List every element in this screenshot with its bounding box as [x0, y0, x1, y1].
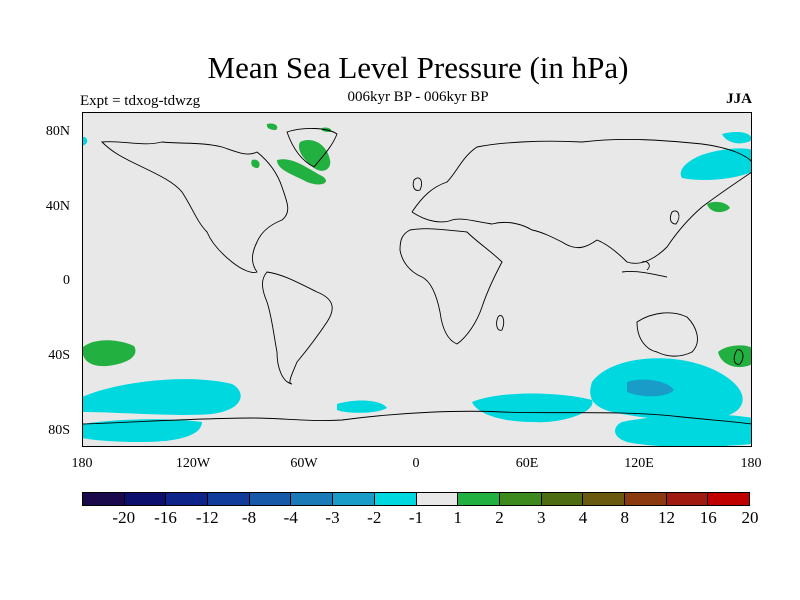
colorbar-swatch [541, 493, 584, 505]
lon-label-180e: 180 [740, 456, 762, 471]
coast-madagascar [496, 315, 505, 331]
colorbar-swatch [166, 493, 209, 505]
colorbar-swatch [416, 493, 459, 505]
colorbar-label: 3 [537, 508, 546, 527]
lon-label-120e: 120E [624, 456, 654, 471]
colorbar-label: 1 [453, 508, 463, 527]
coast-japan [669, 210, 680, 225]
colorbar-label: 2 [495, 508, 504, 527]
lon-label-180w: 180 [71, 456, 93, 471]
patch-south-pacific [82, 379, 241, 415]
map-frame [82, 112, 752, 447]
positive-anomaly-patches [82, 123, 752, 368]
patch-south-indian [472, 393, 593, 423]
coast-uk [412, 177, 423, 191]
colorbar-swatch [499, 493, 542, 505]
coast-south-america [262, 271, 333, 385]
season-label: JJA [726, 91, 752, 107]
colorbar-label: -12 [195, 508, 219, 527]
lon-label-0: 0 [412, 456, 420, 471]
colorbar-swatch [333, 493, 375, 505]
patch-southern-120e-core [627, 379, 674, 397]
patch-greenland [298, 140, 331, 171]
coast-antarctica [82, 410, 752, 425]
colorbar-swatch [83, 493, 125, 505]
coast-greenland [286, 128, 338, 168]
experiment-label: Expt = tdxog-tdwzg [80, 93, 201, 109]
colorbar-label: -4 [283, 508, 298, 527]
patch-arctic-west [82, 136, 88, 146]
colorbar-label: 16 [699, 508, 717, 527]
chart-title: Mean Sea Level Pressure (in hPa) [207, 50, 629, 85]
colorbar-swatch [291, 493, 334, 505]
colorbar-swatch [374, 493, 417, 505]
colorbar-swatch [458, 493, 500, 505]
colorbar [82, 492, 750, 506]
colorbar-label: -8 [241, 508, 257, 527]
patch-southern-120e-b [615, 414, 752, 447]
lat-label-0: 0 [63, 273, 70, 288]
patch-south-pacific-west [82, 340, 136, 367]
lon-label-60w: 60W [290, 456, 318, 471]
lat-label-40n: 40N [45, 199, 70, 214]
colorbar-label: -1 [408, 508, 424, 527]
patch-arctic-east [722, 132, 752, 144]
coast-new-zealand [733, 349, 744, 365]
lat-label-80s: 80S [48, 423, 70, 438]
patch-hudson [251, 159, 260, 168]
coast-north-america [101, 141, 289, 273]
colorbar-swatch [249, 493, 292, 505]
colorbar-label: -16 [154, 508, 177, 527]
colorbar-label: -2 [367, 508, 382, 527]
coast-australia [636, 312, 698, 357]
lon-label-60e: 60E [515, 456, 539, 471]
colorbar-label: 4 [578, 508, 588, 527]
patch-south-atlantic [337, 400, 387, 413]
patch-labrador [277, 159, 327, 185]
patch-south-pacific-2 [82, 419, 202, 442]
coast-africa [399, 228, 503, 345]
colorbar-label: -20 [112, 508, 136, 527]
map-plot [82, 112, 752, 447]
patch-nw-pacific [707, 201, 730, 213]
coast-indonesia [621, 261, 668, 278]
colorbar-swatch [583, 493, 625, 505]
colorbar-label: 12 [658, 508, 675, 527]
colorbar-swatch [708, 493, 749, 505]
coast-eurasia [411, 138, 752, 264]
patch-arctic-can [266, 123, 278, 130]
coastlines [82, 128, 752, 425]
patch-tasman [718, 345, 752, 368]
colorbar-label: -3 [325, 508, 340, 527]
colorbar-swatch [624, 493, 667, 505]
colorbar-swatch [124, 493, 167, 505]
chart-subtitle: 006kyr BP - 006kyr BP [347, 89, 489, 105]
lon-label-120w: 120W [175, 456, 211, 471]
lat-label-40s: 40S [48, 348, 70, 363]
patch-north-pacific [680, 148, 752, 180]
colorbar-label: 8 [620, 508, 630, 527]
colorbar-swatch [208, 493, 250, 505]
colorbar-label: 20 [741, 508, 759, 527]
colorbar-swatch [666, 493, 709, 505]
lat-label-80n: 80N [45, 124, 70, 139]
